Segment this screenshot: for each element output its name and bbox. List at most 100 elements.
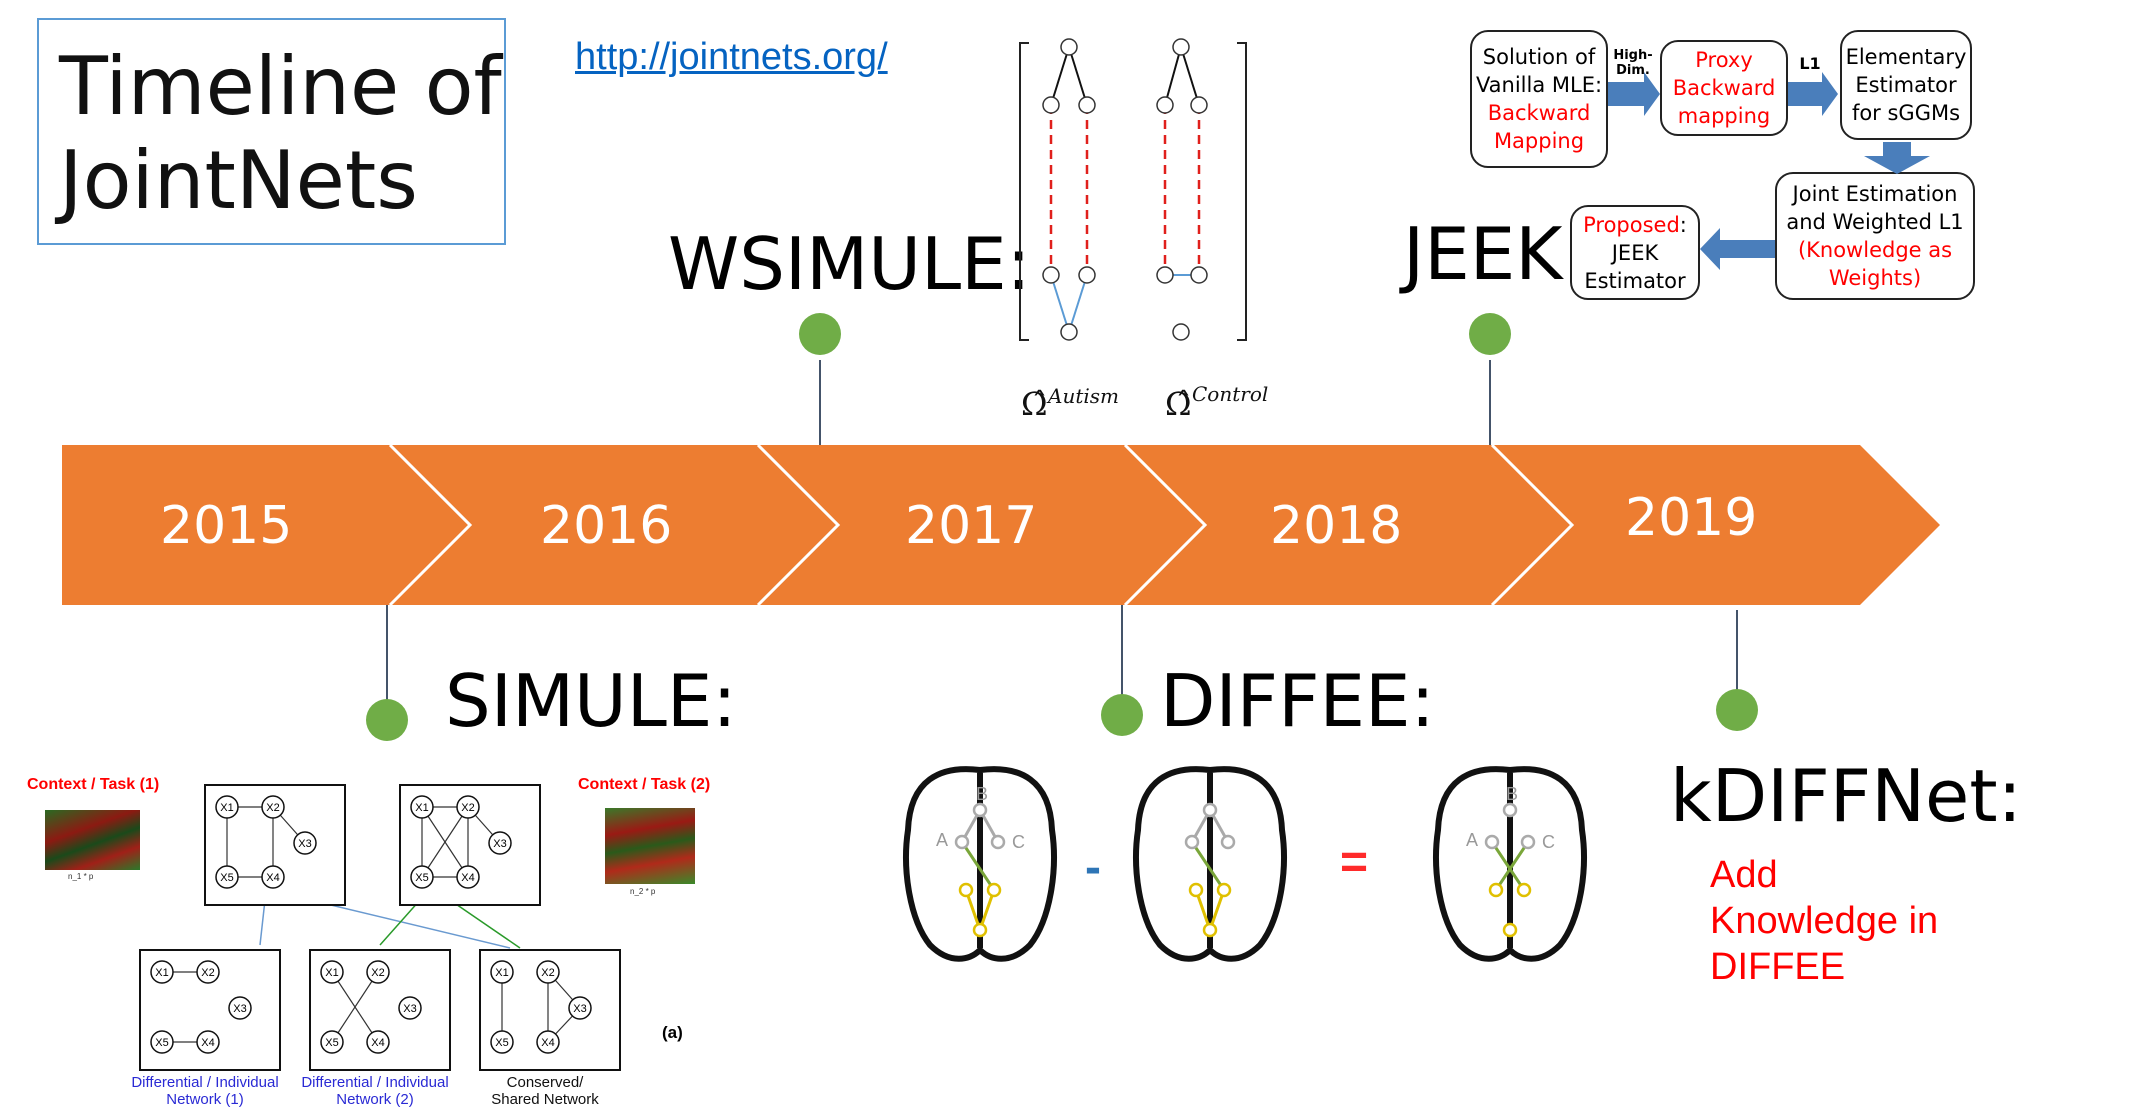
network-node-label: X2: [461, 802, 474, 814]
flow-box-vanilla-mle: Solution of Vanilla MLE: Backward Mappin…: [1470, 30, 1608, 168]
arrow-box3-to-box4: [1864, 142, 1930, 174]
chevron-2018: [1123, 443, 1208, 607]
network-node-label: X4: [201, 1037, 214, 1049]
brain-node-label: C: [1542, 832, 1555, 852]
arrow-box2-to-box3: [1788, 72, 1838, 116]
network-box-shared-top-right: X1 X2 X3 X4 X5: [399, 784, 541, 906]
network-node: [410, 865, 434, 889]
network-node-label: X5: [325, 1037, 338, 1049]
edge-arrow-1: [259, 899, 266, 946]
wsimule-label: WSIMULE:: [668, 222, 1031, 306]
flow-box2-text: Proxy Backward mapping: [1672, 48, 1776, 128]
year-2019: 2019: [1625, 488, 1758, 548]
network-node-label: X3: [403, 1003, 416, 1015]
left-bracket: [1019, 42, 1029, 341]
network-node-label: X1: [495, 967, 508, 979]
brain-node: [1488, 882, 1504, 898]
network-node-label: X4: [371, 1037, 384, 1049]
network-node-label: X5: [415, 872, 428, 884]
network-node-label: X2: [201, 967, 214, 979]
flow-box5-red-text: Proposed: [1583, 212, 1680, 237]
brain-edge: [1490, 841, 1526, 891]
brain-outline: [1133, 766, 1287, 962]
network-node: [456, 795, 480, 819]
network-box-differential-2: X1 X2 X3 X4 X5: [309, 949, 451, 1071]
caption-differential-2: Differential / Individual Network (2): [301, 1074, 449, 1108]
simule-network-figure: X1 X2 X3 X4 X5 X1 X2 X3 X4 X5 X1 X2 X3 X4 X5 X1 X2 X3 X4 X5…: [139, 784, 621, 1071]
diffee-label: DIFFEE:: [1160, 659, 1435, 743]
flow-box1-text: Solution of Vanilla MLE:: [1475, 45, 1603, 97]
brain-node-label: B: [1506, 784, 1518, 804]
chevron-2016: [388, 443, 473, 607]
network-node: [398, 996, 422, 1020]
brain-node-label: A: [1466, 830, 1478, 850]
network-node: [366, 960, 390, 984]
arrow-high-dim-label: High- Dim.: [1613, 48, 1653, 78]
flow-box5-text: : JEEK Estimator: [1584, 212, 1687, 293]
heatmap-task-2: [605, 808, 695, 884]
dot-simule: [366, 699, 408, 741]
network-node-label: X2: [266, 802, 279, 814]
network-node-label: X1: [220, 802, 233, 814]
omega-control-symbol: Ω̂: [1165, 385, 1192, 423]
network-box-shared-top-left: X1 X2 X3 X4 X5: [204, 784, 346, 906]
brain-node: [1202, 802, 1218, 818]
timeline-chevrons: [388, 443, 1575, 607]
network-node-label: X2: [541, 967, 554, 979]
omega-control-label: Control: [1192, 382, 1268, 406]
brain-node: [990, 834, 1006, 850]
network-node-label: X1: [155, 967, 168, 979]
network-node-label: X5: [495, 1037, 508, 1049]
caption-shared: Conserved/ Shared Network: [491, 1074, 599, 1108]
network-node-label: X5: [220, 872, 233, 884]
jointnets-link[interactable]: http://jointnets.org/: [575, 36, 888, 78]
brain-condition-1: A B C: [903, 766, 1057, 962]
brain-edge: [1190, 841, 1226, 891]
dot-wsimule: [799, 313, 841, 355]
context-task-1-label: Context / Task (1): [27, 776, 160, 793]
control-graph: [1156, 38, 1208, 341]
dot-kdiffnet: [1716, 689, 1758, 731]
brain-outline: [1433, 766, 1587, 962]
network-box-conserved: X1 X2 X3 X4 X5: [479, 949, 621, 1071]
flow-box-proposed: Proposed: JEEK Estimator: [1570, 205, 1700, 300]
brain-node-label: A: [936, 830, 948, 850]
timeline-arrow: [62, 445, 1940, 605]
heatmap-1-caption: n_1 * p: [68, 872, 94, 881]
network-node-label: X4: [541, 1037, 554, 1049]
network-node: [293, 831, 317, 855]
network-edge: [331, 971, 379, 1043]
arrow-box1-to-box2: [1608, 72, 1660, 116]
edge-arrow-3: [379, 899, 421, 946]
brain-difference: A B C: [1433, 766, 1587, 962]
kdiffnet-description: Add Knowledge in DIFFEE: [1710, 854, 1939, 988]
flow-box-proxy-mapping: Proxy Backward mapping: [1660, 40, 1788, 136]
kdiffnet-label: kDIFFNet:: [1670, 754, 2022, 838]
network-node-label: X1: [325, 967, 338, 979]
flow-box3-text: Elementary Estimator for sGGMs: [1845, 45, 1967, 125]
brain-node: [1502, 922, 1518, 938]
brain-node: [1502, 802, 1518, 818]
brain-node: [1184, 834, 1200, 850]
brain-node: [986, 882, 1002, 898]
network-node-label: X4: [461, 872, 474, 884]
dot-diffee: [1101, 694, 1143, 736]
network-box-differential-1: X1 X2 X3 X4 X5: [139, 949, 281, 1071]
brain-node: [1516, 882, 1532, 898]
network-node-label: X5: [155, 1037, 168, 1049]
brain-node: [1216, 882, 1232, 898]
flow-arrows: [1608, 72, 1930, 270]
network-node-label: X3: [493, 838, 506, 850]
brain-node: [972, 802, 988, 818]
diffee-minus: -: [1085, 841, 1101, 894]
brain-node: [1220, 834, 1236, 850]
brain-node-label: B: [976, 784, 988, 804]
brain-outline: [903, 766, 1057, 962]
network-node-label: X2: [371, 967, 384, 979]
chevron-2017: [756, 443, 841, 607]
network-node: [536, 960, 560, 984]
wsimule-matrix-figure: Ω̂ Autism Ω̂ Control: [1019, 38, 1268, 423]
network-node: [215, 795, 239, 819]
context-task-2-label: Context / Task (2): [578, 776, 711, 793]
